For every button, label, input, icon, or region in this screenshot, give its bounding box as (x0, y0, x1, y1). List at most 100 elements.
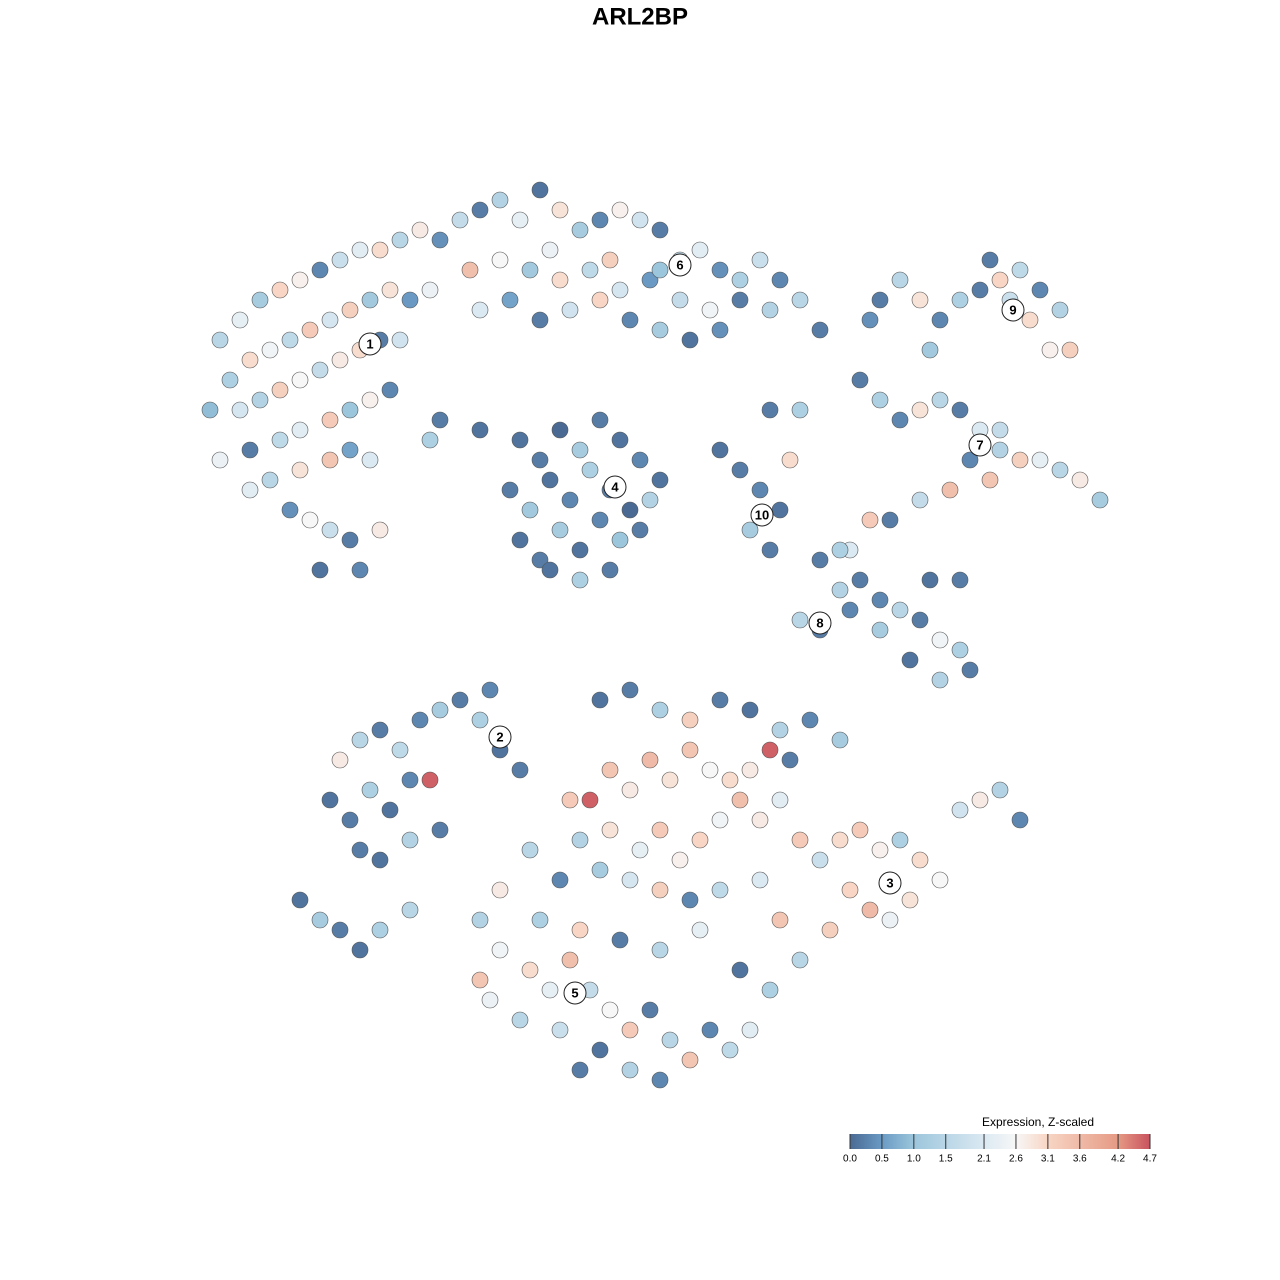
cell-point (931, 311, 949, 329)
cluster-label: 3 (886, 875, 893, 890)
cell-point (571, 441, 589, 459)
cell-point (571, 831, 589, 849)
cell-point (401, 901, 419, 919)
colorbar-tick-label: 0.0 (843, 1154, 857, 1165)
cell-point (371, 241, 389, 259)
cell-point (511, 211, 529, 229)
cell-point (911, 851, 929, 869)
cell-point (611, 201, 629, 219)
cell-point (641, 751, 659, 769)
cell-point (961, 661, 979, 679)
cell-point (951, 801, 969, 819)
cell-point (991, 441, 1009, 459)
cell-point (521, 261, 539, 279)
cell-point (641, 491, 659, 509)
cell-point (381, 281, 399, 299)
cell-point (301, 511, 319, 529)
cell-point (271, 281, 289, 299)
cell-point (1041, 341, 1059, 359)
cell-point (381, 381, 399, 399)
cell-point (601, 561, 619, 579)
cell-point (571, 921, 589, 939)
cell-point (651, 321, 669, 339)
cell-point (631, 521, 649, 539)
cell-point (791, 951, 809, 969)
cell-point (401, 771, 419, 789)
cell-point (591, 691, 609, 709)
cell-point (541, 241, 559, 259)
cell-point (711, 881, 729, 899)
cell-point (521, 961, 539, 979)
colorbar-tick-label: 1.5 (939, 1154, 953, 1165)
cell-point (1091, 491, 1109, 509)
cell-point (901, 651, 919, 669)
cell-point (771, 501, 789, 519)
cell-point (1031, 281, 1049, 299)
cell-point (701, 1021, 719, 1039)
cell-point (771, 791, 789, 809)
cell-point (981, 251, 999, 269)
cluster-badge (603, 475, 627, 499)
cell-point (891, 271, 909, 289)
cell-point (531, 551, 549, 569)
cell-point (341, 301, 359, 319)
cell-point (771, 271, 789, 289)
cell-point (841, 601, 859, 619)
cell-point (241, 441, 259, 459)
cell-point (851, 571, 869, 589)
colorbar-tick-label: 4.2 (1111, 1154, 1125, 1165)
cluster-badge (488, 725, 512, 749)
cell-point (791, 401, 809, 419)
cell-point (471, 301, 489, 319)
cell-point (581, 461, 599, 479)
cell-point (531, 181, 549, 199)
cell-point (651, 221, 669, 239)
cell-point (811, 851, 829, 869)
cell-point (971, 791, 989, 809)
cell-point (771, 721, 789, 739)
cell-point (901, 891, 919, 909)
cell-point (761, 981, 779, 999)
cell-point (651, 821, 669, 839)
cell-point (291, 891, 309, 909)
cell-point (781, 451, 799, 469)
cell-point (361, 291, 379, 309)
cell-point (591, 411, 609, 429)
cell-point (1071, 471, 1089, 489)
cell-point (431, 701, 449, 719)
cell-point (781, 751, 799, 769)
cell-point (591, 511, 609, 529)
cell-point (601, 251, 619, 269)
cell-point (651, 941, 669, 959)
cell-point (321, 411, 339, 429)
cell-point (651, 261, 669, 279)
cell-point (431, 821, 449, 839)
cell-point (971, 281, 989, 299)
cell-point (761, 741, 779, 759)
cell-point (641, 271, 659, 289)
cell-point (581, 791, 599, 809)
cell-point (601, 821, 619, 839)
cell-point (981, 471, 999, 489)
cell-point (681, 891, 699, 909)
cell-point (891, 601, 909, 619)
cell-point (891, 831, 909, 849)
cell-point (351, 561, 369, 579)
colorbar-tick-label: 3.6 (1073, 1154, 1087, 1165)
cell-point (661, 1031, 679, 1049)
cell-point (1011, 451, 1029, 469)
cell-point (751, 481, 769, 499)
cell-point (471, 421, 489, 439)
colorbar-tick-label: 2.1 (977, 1154, 991, 1165)
cell-point (581, 261, 599, 279)
cell-point (531, 311, 549, 329)
colorbar-tick-label: 2.6 (1009, 1154, 1023, 1165)
cell-point (881, 511, 899, 529)
cell-point (461, 261, 479, 279)
cell-point (351, 731, 369, 749)
cell-point (491, 191, 509, 209)
cell-point (691, 241, 709, 259)
cell-point (671, 291, 689, 309)
cell-point (281, 331, 299, 349)
